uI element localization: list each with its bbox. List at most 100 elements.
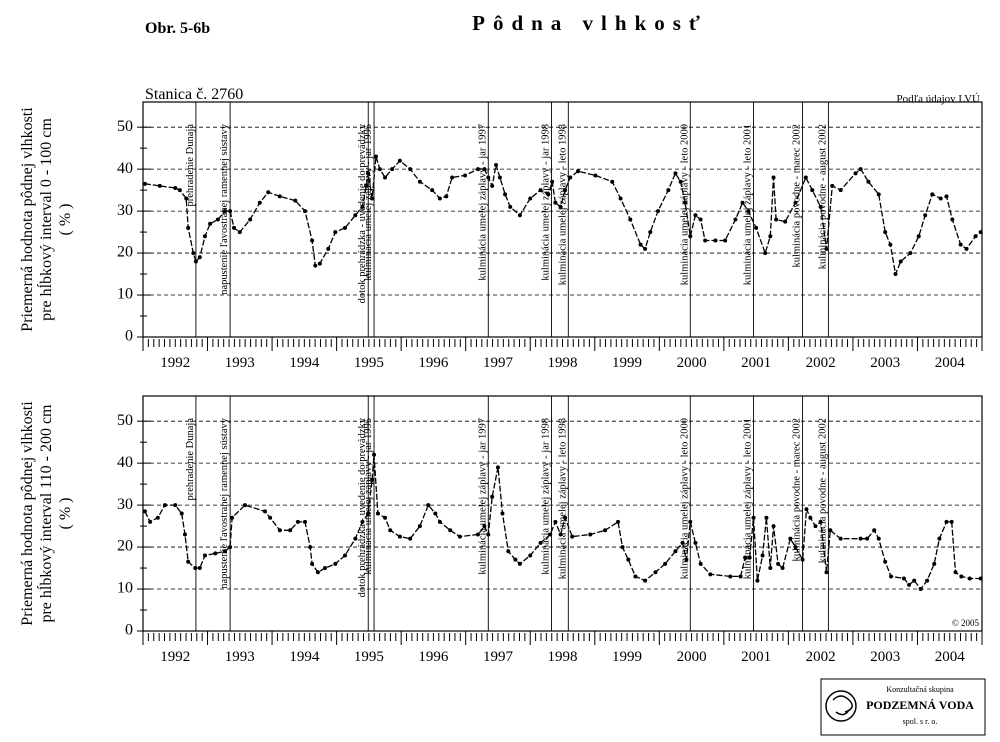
data-point xyxy=(408,536,413,541)
data-point xyxy=(155,515,160,520)
data-point xyxy=(907,582,912,587)
data-point xyxy=(723,238,728,243)
data-point xyxy=(302,209,307,214)
data-point xyxy=(803,175,808,180)
data-point xyxy=(713,238,718,243)
x-tick-label: 1994 xyxy=(289,649,320,665)
data-point xyxy=(673,549,678,554)
x-tick-label: 1996 xyxy=(418,355,449,371)
data-point xyxy=(353,536,358,541)
data-point xyxy=(620,545,625,550)
data-point xyxy=(148,519,153,524)
event-label: kulminácia umelej záplavy - jar 1998 xyxy=(541,418,552,575)
data-point xyxy=(546,192,551,197)
event-label: kulminácia povodne - august 2002 xyxy=(817,124,828,269)
data-point xyxy=(310,561,315,566)
data-point xyxy=(858,536,863,541)
event-label: kulminácia povodne - august 2002 xyxy=(817,418,828,563)
data-point xyxy=(383,515,388,520)
data-point xyxy=(818,204,823,209)
x-tick-label: 2002 xyxy=(806,355,836,371)
event-label: dotok prehrádzka - uvedenie do prevádzky xyxy=(357,417,368,597)
data-point xyxy=(810,188,815,193)
event-label: kulminácia umelej záplavy - jar 1995 xyxy=(363,124,374,281)
data-point xyxy=(558,532,563,537)
data-point xyxy=(182,532,187,537)
data-point xyxy=(390,167,395,172)
data-point xyxy=(918,587,923,592)
data-point xyxy=(237,230,242,235)
data-point xyxy=(333,230,338,235)
data-point xyxy=(494,162,499,167)
station-label: Stanica č. 2760 xyxy=(145,86,243,103)
event-label: kulminácia umelej záplavy - leto 2001 xyxy=(743,418,754,579)
data-point xyxy=(213,551,218,556)
data-point xyxy=(678,179,683,184)
data-point xyxy=(764,515,769,520)
data-point xyxy=(397,534,402,539)
data-point xyxy=(755,578,760,583)
data-point xyxy=(838,536,843,541)
data-point xyxy=(973,234,978,239)
data-point xyxy=(317,261,322,266)
data-point xyxy=(315,570,320,575)
event-label: dotok prehrádzka - uvedenie do prevádzky xyxy=(357,123,368,303)
x-tick-label: 1994 xyxy=(289,355,320,371)
data-point xyxy=(343,553,348,558)
data-point xyxy=(763,251,768,256)
data-point xyxy=(437,196,442,201)
data-point xyxy=(242,503,247,508)
data-point xyxy=(808,515,813,520)
data-point xyxy=(322,566,327,571)
data-point xyxy=(804,507,809,512)
data-point xyxy=(293,198,298,203)
data-point xyxy=(813,524,818,529)
data-point xyxy=(908,251,913,256)
data-point xyxy=(513,557,518,562)
data-point xyxy=(450,175,455,180)
data-point xyxy=(437,519,442,524)
logo-box xyxy=(820,678,986,736)
data-point xyxy=(638,242,643,247)
data-point xyxy=(366,511,371,516)
data-point xyxy=(157,183,162,188)
event-label: kulminácia umelej záplavy - leto 1998 xyxy=(557,418,568,579)
data-point xyxy=(364,183,369,188)
plot-frame xyxy=(142,395,983,632)
data-point xyxy=(142,509,147,514)
data-point xyxy=(818,519,823,524)
data-point xyxy=(231,225,236,230)
event-label: kulminácia umelej záplavy - leto 1998 xyxy=(557,124,568,285)
data-point xyxy=(751,515,756,520)
y-axis-label: ( % ) xyxy=(57,498,74,530)
source-label: Podľa údajov LVÚ xyxy=(896,93,980,105)
data-point xyxy=(184,196,189,201)
data-point xyxy=(262,509,267,514)
data-point xyxy=(353,213,358,218)
chart-title: Pôdna vlhkosť xyxy=(472,11,708,35)
data-point xyxy=(177,188,182,193)
x-tick-label: 2000 xyxy=(677,355,707,371)
y-tick-label: 30 xyxy=(117,496,133,513)
data-point xyxy=(838,188,843,193)
event-label: kulminácia umelej záplavy - jar 1997 xyxy=(477,418,488,575)
data-point xyxy=(173,503,178,508)
data-point xyxy=(408,167,413,172)
data-point xyxy=(517,561,522,566)
x-tick-label: 1997 xyxy=(483,355,514,371)
data-point xyxy=(457,534,462,539)
data-point xyxy=(643,246,648,251)
data-point xyxy=(950,217,955,222)
data-point xyxy=(277,528,282,533)
data-point xyxy=(883,230,888,235)
data-point xyxy=(747,555,752,560)
data-point xyxy=(444,194,449,199)
event-label: napustenie ľavostranej ramennej sústavy xyxy=(219,417,230,589)
y-tick-label: 40 xyxy=(117,454,133,471)
data-point xyxy=(372,452,377,457)
data-point xyxy=(486,175,491,180)
data-point xyxy=(783,219,788,224)
data-point xyxy=(417,524,422,529)
data-point xyxy=(930,192,935,197)
data-point xyxy=(771,175,776,180)
